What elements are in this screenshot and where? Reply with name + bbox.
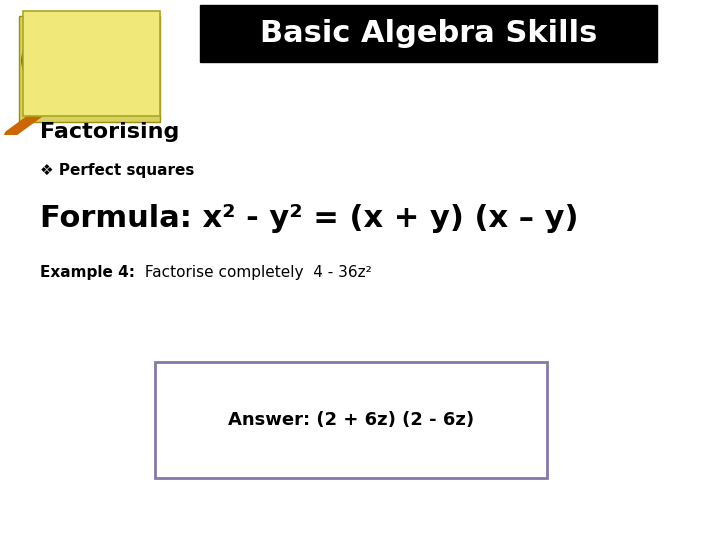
Text: Factorise completely  4 - 36z²: Factorise completely 4 - 36z² [140, 265, 372, 280]
FancyBboxPatch shape [155, 362, 547, 478]
Text: ❖ Perfect squares: ❖ Perfect squares [40, 163, 194, 178]
Text: Answer: (2 + 6z) (2 - 6z): Answer: (2 + 6z) (2 - 6z) [228, 411, 474, 429]
Text: Formula: x² - y² = (x + y) (x – y): Formula: x² - y² = (x + y) (x – y) [40, 204, 578, 233]
Polygon shape [24, 17, 150, 104]
Text: Example 4:: Example 4: [40, 265, 135, 280]
Text: Basic Algebra Skills: Basic Algebra Skills [260, 19, 597, 48]
Text: R: R [66, 44, 82, 64]
Text: Factorising: Factorising [40, 122, 179, 143]
Text: eview: eview [104, 49, 139, 59]
